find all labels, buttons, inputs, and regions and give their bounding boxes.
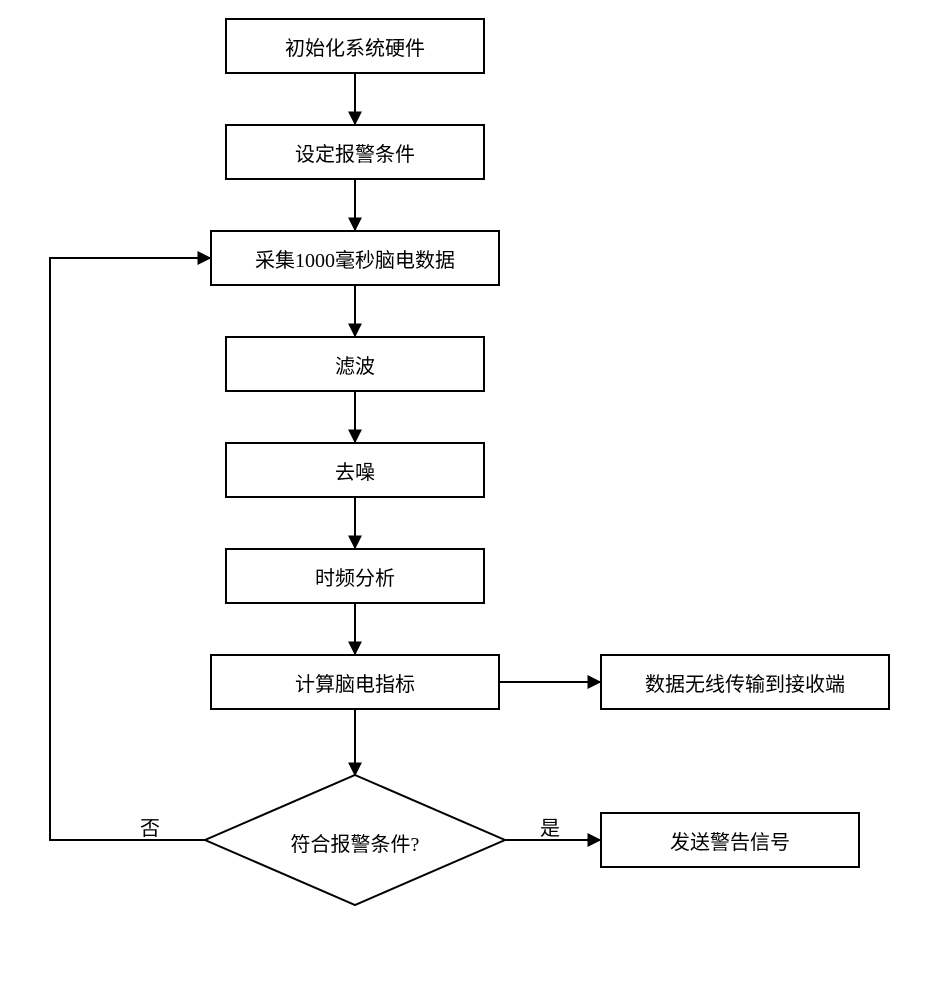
node-init-hardware: 初始化系统硬件 (225, 18, 485, 74)
node-label: 发送警告信号 (670, 826, 790, 855)
node-label: 数据无线传输到接收端 (645, 668, 845, 697)
node-label: 计算脑电指标 (295, 668, 415, 697)
node-compute-index: 计算脑电指标 (210, 654, 500, 710)
node-label: 时频分析 (315, 562, 395, 591)
node-label: 设定报警条件 (295, 138, 415, 167)
node-filter: 滤波 (225, 336, 485, 392)
flowchart-canvas: 初始化系统硬件 设定报警条件 采集1000毫秒脑电数据 滤波 去噪 时频分析 计… (0, 0, 931, 1000)
node-label: 初始化系统硬件 (285, 32, 425, 61)
edge-label: 否 (140, 812, 160, 841)
edge-label: 是 (540, 812, 560, 841)
node-label: 去噪 (335, 456, 375, 485)
node-label: 采集1000毫秒脑电数据 (255, 244, 455, 273)
node-send-alert: 发送警告信号 (600, 812, 860, 868)
node-set-alarm: 设定报警条件 (225, 124, 485, 180)
node-wireless-tx: 数据无线传输到接收端 (600, 654, 890, 710)
node-time-freq: 时频分析 (225, 548, 485, 604)
node-collect-data: 采集1000毫秒脑电数据 (210, 230, 500, 286)
node-denoise: 去噪 (225, 442, 485, 498)
decision-label: 符合报警条件? (205, 828, 505, 857)
node-label: 滤波 (335, 350, 375, 379)
